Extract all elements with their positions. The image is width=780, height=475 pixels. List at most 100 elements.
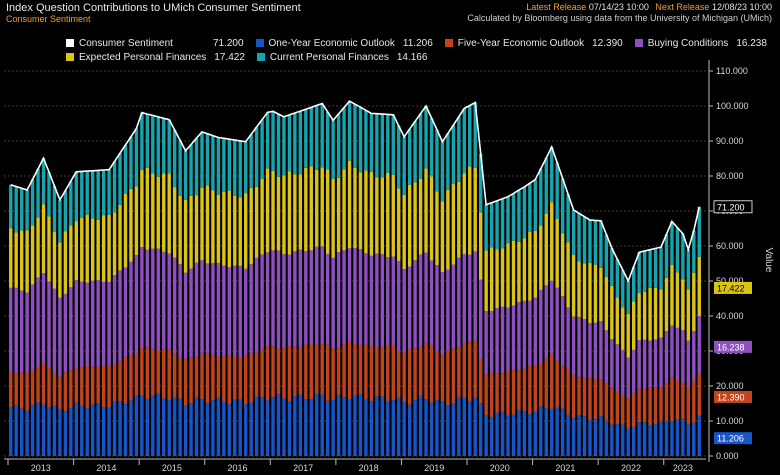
bar-segment-buying — [659, 337, 663, 388]
bar-segment-one_year — [129, 400, 133, 456]
bar-segment-buying — [413, 260, 417, 349]
bar-segment-expected — [397, 188, 401, 262]
bar-segment-buying — [194, 262, 199, 357]
bar-segment-expected — [522, 238, 527, 301]
bar-segment-five_year — [407, 349, 412, 405]
bar-segment-one_year — [172, 396, 177, 456]
bar-segment-current — [315, 105, 319, 170]
bar-segment-expected — [172, 187, 177, 258]
bar-segment-buying — [473, 251, 477, 342]
bar-segment-one_year — [52, 405, 57, 456]
bar-segment-buying — [681, 330, 685, 384]
bar-segment-five_year — [19, 372, 24, 409]
bar-segment-one_year — [101, 407, 106, 456]
bar-segment-current — [129, 136, 133, 189]
bar-segment-expected — [249, 188, 253, 265]
bar-segment-current — [260, 119, 264, 179]
bar-segment-current — [41, 158, 46, 205]
bar-segment-buying — [506, 307, 510, 371]
bar-segment-buying — [631, 349, 636, 394]
legend-item-consumer-sentiment[interactable]: Consumer Sentiment 71.200 — [66, 38, 244, 49]
bar-segment-five_year — [63, 372, 68, 412]
bar-segment-current — [407, 129, 412, 185]
bar-segment-five_year — [511, 369, 516, 415]
bar-segment-current — [238, 140, 242, 198]
bar-segment-five_year — [189, 357, 193, 404]
legend-item-expected[interactable]: Expected Personal Finances 17.422 — [66, 52, 245, 63]
bar-segment-current — [211, 135, 215, 191]
bar-segment-one_year — [631, 427, 636, 456]
bar-segment-current — [74, 171, 79, 222]
bar-segment-one_year — [451, 403, 456, 456]
legend-label: Buying Conditions — [647, 37, 729, 49]
bar-segment-one_year — [178, 398, 182, 456]
bar-segment-one_year — [468, 401, 472, 456]
bar-segment-buying — [566, 307, 570, 370]
bar-segment-expected — [194, 195, 199, 263]
bar-segment-one_year — [659, 420, 663, 456]
bar-segment-expected — [582, 263, 587, 320]
x-tick-label: 2015 — [162, 463, 182, 473]
bar-segment-one_year — [304, 399, 308, 456]
bar-segment-five_year — [183, 358, 188, 406]
bar-segment-five_year — [631, 393, 636, 428]
bar-segment-current — [342, 107, 346, 170]
bar-segment-current — [418, 113, 423, 180]
bar-segment-current — [331, 120, 335, 179]
bar-segment-current — [298, 111, 303, 175]
bar-segment-current — [52, 185, 57, 233]
bar-segment-expected — [386, 172, 390, 258]
bar-segment-expected — [238, 197, 242, 266]
bar-segment-buying — [271, 250, 275, 347]
value-tag-five_year — [714, 390, 752, 403]
y-tick-label: 100.000 — [716, 101, 749, 111]
value-tag-label-one_year: 11.206 — [717, 434, 744, 444]
bar-segment-one_year — [96, 402, 100, 456]
bar-segment-current — [637, 252, 641, 293]
bar-segment-five_year — [621, 395, 625, 425]
bar-segment-one_year — [19, 408, 24, 456]
legend-swatch — [256, 53, 265, 61]
bar-segment-five_year — [544, 358, 548, 408]
bar-segment-one_year — [162, 398, 166, 456]
bar-segment-one_year — [151, 395, 155, 456]
bar-segment-five_year — [342, 344, 346, 398]
bar-segment-one_year — [397, 397, 401, 456]
bar-segment-one_year — [391, 400, 395, 456]
bar-segment-one_year — [69, 407, 73, 456]
bar-segment-five_year — [325, 344, 330, 401]
bar-segment-five_year — [331, 348, 335, 400]
bar-segment-five_year — [588, 377, 592, 421]
bar-segment-current — [478, 153, 483, 213]
bar-segment-current — [276, 114, 281, 177]
bar-segment-current — [375, 113, 379, 178]
bar-segment-five_year — [244, 355, 248, 405]
bar-segment-one_year — [325, 400, 330, 456]
legend-item-five-year[interactable]: Five-Year Economic Outlook 12.390 — [444, 38, 623, 49]
legend-item-one-year[interactable]: One-Year Economic Outlook 11.206 — [255, 38, 433, 49]
bar-segment-expected — [670, 264, 674, 326]
bar-segment-one_year — [254, 396, 259, 456]
bar-segment-one_year — [604, 420, 609, 456]
bar-segment-current — [282, 116, 286, 176]
bar-segment-expected — [298, 174, 303, 250]
legend-item-buying[interactable]: Buying Conditions 16.238 — [634, 37, 767, 49]
bar-segment-five_year — [473, 341, 477, 398]
bar-segment-one_year — [544, 407, 548, 456]
legend-item-current[interactable]: Current Personal Finances 14.166 — [256, 52, 427, 63]
bar-segment-one_year — [506, 415, 510, 456]
bar-segment-current — [358, 107, 363, 173]
bar-segment-current — [571, 209, 576, 255]
bar-segment-one_year — [577, 415, 581, 456]
bar-segment-buying — [550, 280, 554, 354]
bar-segment-expected — [615, 297, 619, 345]
bar-segment-buying — [593, 322, 598, 379]
bar-segment-one_year — [260, 397, 264, 456]
legend-label: Consumer Sentiment — [79, 37, 173, 49]
bar-segment-one_year — [183, 405, 188, 456]
bar-segment-expected — [435, 191, 439, 266]
bar-segment-buying — [511, 305, 516, 370]
bar-segment-five_year — [653, 387, 658, 425]
bar-segment-five_year — [172, 354, 177, 397]
bar-segment-buying — [80, 281, 84, 368]
